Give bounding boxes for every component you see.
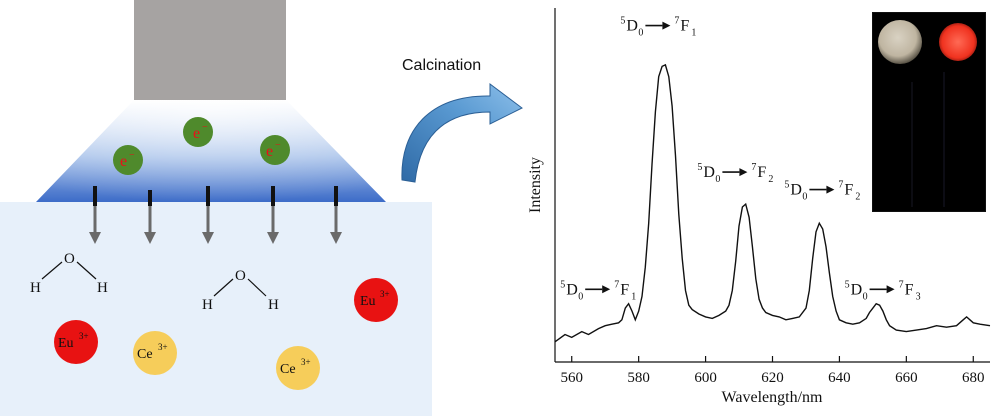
electron-sup: − [202, 122, 208, 133]
electron-sup: − [129, 150, 135, 161]
annotation-term-fsub: 3 [916, 291, 921, 302]
annotation-term-d: D [703, 164, 715, 181]
annotation-term-fpre: 7 [614, 279, 619, 290]
electron-label: e [266, 143, 273, 160]
electron-label: e [120, 153, 127, 170]
annotation-arrowhead [602, 285, 611, 294]
x-ticks [571, 356, 974, 362]
svg-text:H: H [30, 280, 41, 296]
annotation-term-pre: 5 [620, 16, 625, 27]
electron-sup: − [275, 140, 281, 151]
annotation-arrowhead [886, 285, 895, 294]
annotation-term-dsub: 0 [638, 28, 643, 39]
annotation-term-d: D [566, 281, 578, 298]
annotation-term-pre: 5 [845, 279, 850, 290]
eu-ion-2: Eu 3+ [54, 320, 98, 364]
annotation-arrowhead [739, 168, 748, 177]
pin-arrow-5 [330, 186, 342, 244]
pin-arrow-4 [267, 186, 279, 244]
transition-annotations: 5 D 07 F 15 D 07 F 15 D 07 F 2 5 D 07 F 25 D 07 F 3 [560, 16, 920, 303]
annotation-term-pre: 5 [784, 180, 789, 191]
svg-text:3+: 3+ [380, 289, 390, 299]
inset-photo-svg [878, 20, 977, 207]
annotation-term-fsub: 1 [631, 291, 636, 302]
annotation-term-f: F [757, 164, 766, 181]
electrode-block [134, 0, 286, 100]
annotation-5: 5 D 0 7 F 3 [845, 279, 921, 302]
water-molecule-2: O H H [202, 268, 279, 313]
daylight-sample-icon [878, 20, 922, 64]
y-axis-label: Intensity [527, 157, 544, 213]
annotation-term-fpre: 7 [674, 16, 679, 27]
annotation-term-d: D [626, 18, 638, 35]
annotation-term-fsub: 1 [691, 28, 696, 39]
annotation-arrowhead [662, 21, 671, 30]
ce-ion-2: Ce 3+ [276, 346, 320, 390]
annotation-term-f: F [620, 281, 629, 298]
x-tick-label: 620 [761, 370, 784, 386]
svg-text:Ce: Ce [137, 347, 153, 362]
electron-3: e − [260, 135, 290, 165]
x-tick-label: 640 [828, 370, 851, 386]
annotation-term-fpre: 7 [838, 180, 843, 191]
svg-text:3+: 3+ [301, 357, 311, 367]
svg-text:O: O [235, 268, 246, 284]
annotation-4: 5 D 0 7 F 2 [784, 180, 860, 203]
svg-text:H: H [202, 297, 213, 313]
calcination-label: Calcination [402, 57, 481, 74]
down-arrows [89, 186, 342, 244]
pl-series-line [554, 63, 991, 343]
sample-photo-inset [872, 12, 986, 212]
annotation-3: 5 D 0 7 F 2 [697, 162, 773, 185]
annotation-term-fpre: 7 [899, 279, 904, 290]
x-tick-labels: 560 580 600 620 640 660 680 [560, 370, 984, 386]
svg-text:Ce: Ce [280, 362, 296, 377]
svg-text:O: O [64, 251, 75, 267]
calcination-arrow [401, 83, 523, 183]
electron-2: e − [113, 145, 143, 175]
eu-ion-1: Eu 3+ [354, 278, 398, 322]
ce-ion-1: Ce 3+ [133, 331, 177, 375]
uv-sample-icon [939, 23, 977, 61]
annotation-1: 5 D 0 7 F 1 [560, 279, 636, 302]
x-tick-label: 600 [694, 370, 717, 386]
annotation-term-f: F [844, 182, 853, 199]
annotation-term-f: F [680, 18, 689, 35]
svg-text:H: H [97, 280, 108, 296]
chart: 560 580 600 620 640 660 680 Wavelength/nm Inte… [527, 8, 991, 406]
annotation-term-pre: 5 [697, 162, 702, 173]
pin-arrow-1 [89, 186, 101, 244]
water-molecule-1: O H H [30, 251, 108, 296]
svg-text:3+: 3+ [79, 331, 89, 341]
svg-text:H: H [268, 297, 279, 313]
annotation-term-d: D [851, 281, 863, 298]
annotation-term-d: D [790, 182, 802, 199]
svg-text:3+: 3+ [158, 342, 168, 352]
annotation-term-dsub: 0 [578, 291, 583, 302]
trapezoid-highlight [36, 100, 386, 202]
annotation-term-pre: 5 [560, 279, 565, 290]
svg-text:Eu: Eu [58, 336, 74, 351]
annotation-2: 5 D 0 7 F 1 [620, 16, 696, 39]
pin-arrow-3 [202, 186, 214, 244]
x-axis-label: Wavelength/nm [722, 389, 823, 406]
annotation-arrowhead [826, 185, 835, 194]
annotation-term-dsub: 0 [863, 291, 868, 302]
pin-arrow-2 [144, 190, 156, 244]
annotation-term-fsub: 2 [855, 192, 860, 203]
x-tick-label: 680 [962, 370, 985, 386]
x-tick-label: 580 [627, 370, 650, 386]
x-tick-label: 560 [560, 370, 583, 386]
annotation-term-dsub: 0 [802, 192, 807, 203]
annotation-term-fpre: 7 [751, 162, 756, 173]
x-tick-label: 660 [895, 370, 918, 386]
annotation-term-dsub: 0 [715, 174, 720, 185]
electron-1: e − [183, 117, 213, 147]
annotation-term-fsub: 2 [768, 174, 773, 185]
annotation-term-f: F [905, 281, 914, 298]
electron-label: e [193, 125, 200, 142]
svg-text:Eu: Eu [360, 294, 376, 309]
